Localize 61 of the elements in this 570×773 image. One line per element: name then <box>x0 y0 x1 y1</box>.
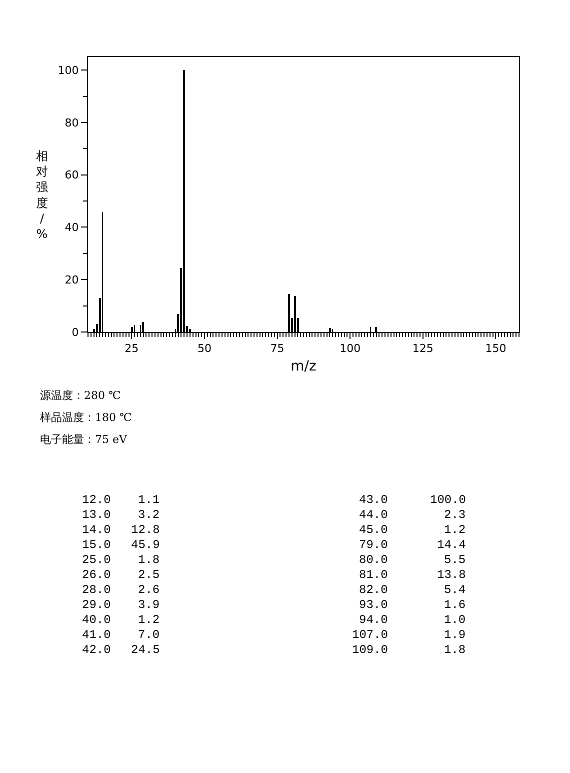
text: 41.0 <box>82 628 111 642</box>
text: 1.2 <box>444 523 466 537</box>
y-tick-label: 100 <box>58 64 79 77</box>
text: 44.0 <box>359 508 388 522</box>
text: 100.0 <box>430 493 466 507</box>
text: 1.6 <box>444 598 466 612</box>
y-tick-label: 40 <box>64 221 79 234</box>
text: 24.5 <box>131 643 160 657</box>
text: 1.1 <box>138 493 160 507</box>
text: 样品温度：180 ℃ <box>40 411 132 424</box>
text: 13.8 <box>437 568 466 582</box>
text: 电子能量：75 eV <box>40 433 128 446</box>
y-tick-label: 20 <box>64 273 79 286</box>
text: 1.8 <box>444 643 466 657</box>
text: 14.4 <box>437 538 466 552</box>
text: 29.0 <box>82 598 111 612</box>
text: 81.0 <box>359 568 388 582</box>
text: 1.8 <box>138 553 160 567</box>
text: 28.0 <box>82 583 111 597</box>
text: 12.0 <box>82 493 111 507</box>
y-tick-label: 0 <box>72 326 79 339</box>
text: 42.0 <box>82 643 111 657</box>
text: 5.4 <box>444 583 466 597</box>
x-tick-label: 50 <box>197 342 212 356</box>
text: 3.2 <box>138 508 160 522</box>
x-tick-label: 25 <box>124 342 139 356</box>
text: 109.0 <box>352 643 388 657</box>
text: 82.0 <box>359 583 388 597</box>
text: 80.0 <box>359 553 388 567</box>
text: 1.0 <box>444 613 466 627</box>
text: 2.6 <box>138 583 160 597</box>
text: 107.0 <box>352 628 388 642</box>
text: 45.9 <box>131 538 160 552</box>
x-axis-title: m/z <box>290 358 316 374</box>
x-tick-label: 75 <box>270 342 284 356</box>
text: 79.0 <box>359 538 388 552</box>
text: 7.0 <box>138 628 160 642</box>
text: 14.0 <box>82 523 111 537</box>
x-tick-label: 125 <box>412 342 434 356</box>
y-axis-title: 相对强度/% <box>36 149 48 241</box>
text: 5.5 <box>444 553 466 567</box>
text: 13.0 <box>82 508 111 522</box>
text: 15.0 <box>82 538 111 552</box>
text: 12.8 <box>131 523 160 537</box>
text: 2.3 <box>444 508 466 522</box>
text: 93.0 <box>359 598 388 612</box>
text: 25.0 <box>82 553 111 567</box>
text: 1.9 <box>444 628 466 642</box>
text: 43.0 <box>359 493 388 507</box>
text: 40.0 <box>82 613 111 627</box>
x-tick-label: 150 <box>485 342 506 356</box>
text: 1.2 <box>138 613 160 627</box>
x-tick-label: 100 <box>340 342 361 356</box>
y-tick-label: 80 <box>64 116 79 130</box>
text: 94.0 <box>359 613 388 627</box>
text: 45.0 <box>359 523 388 537</box>
text: 3.9 <box>138 598 160 612</box>
text: 26.0 <box>82 568 111 582</box>
text: 源温度：280 ℃ <box>40 389 121 402</box>
y-tick-label: 60 <box>64 168 79 182</box>
text: 2.5 <box>138 568 160 582</box>
